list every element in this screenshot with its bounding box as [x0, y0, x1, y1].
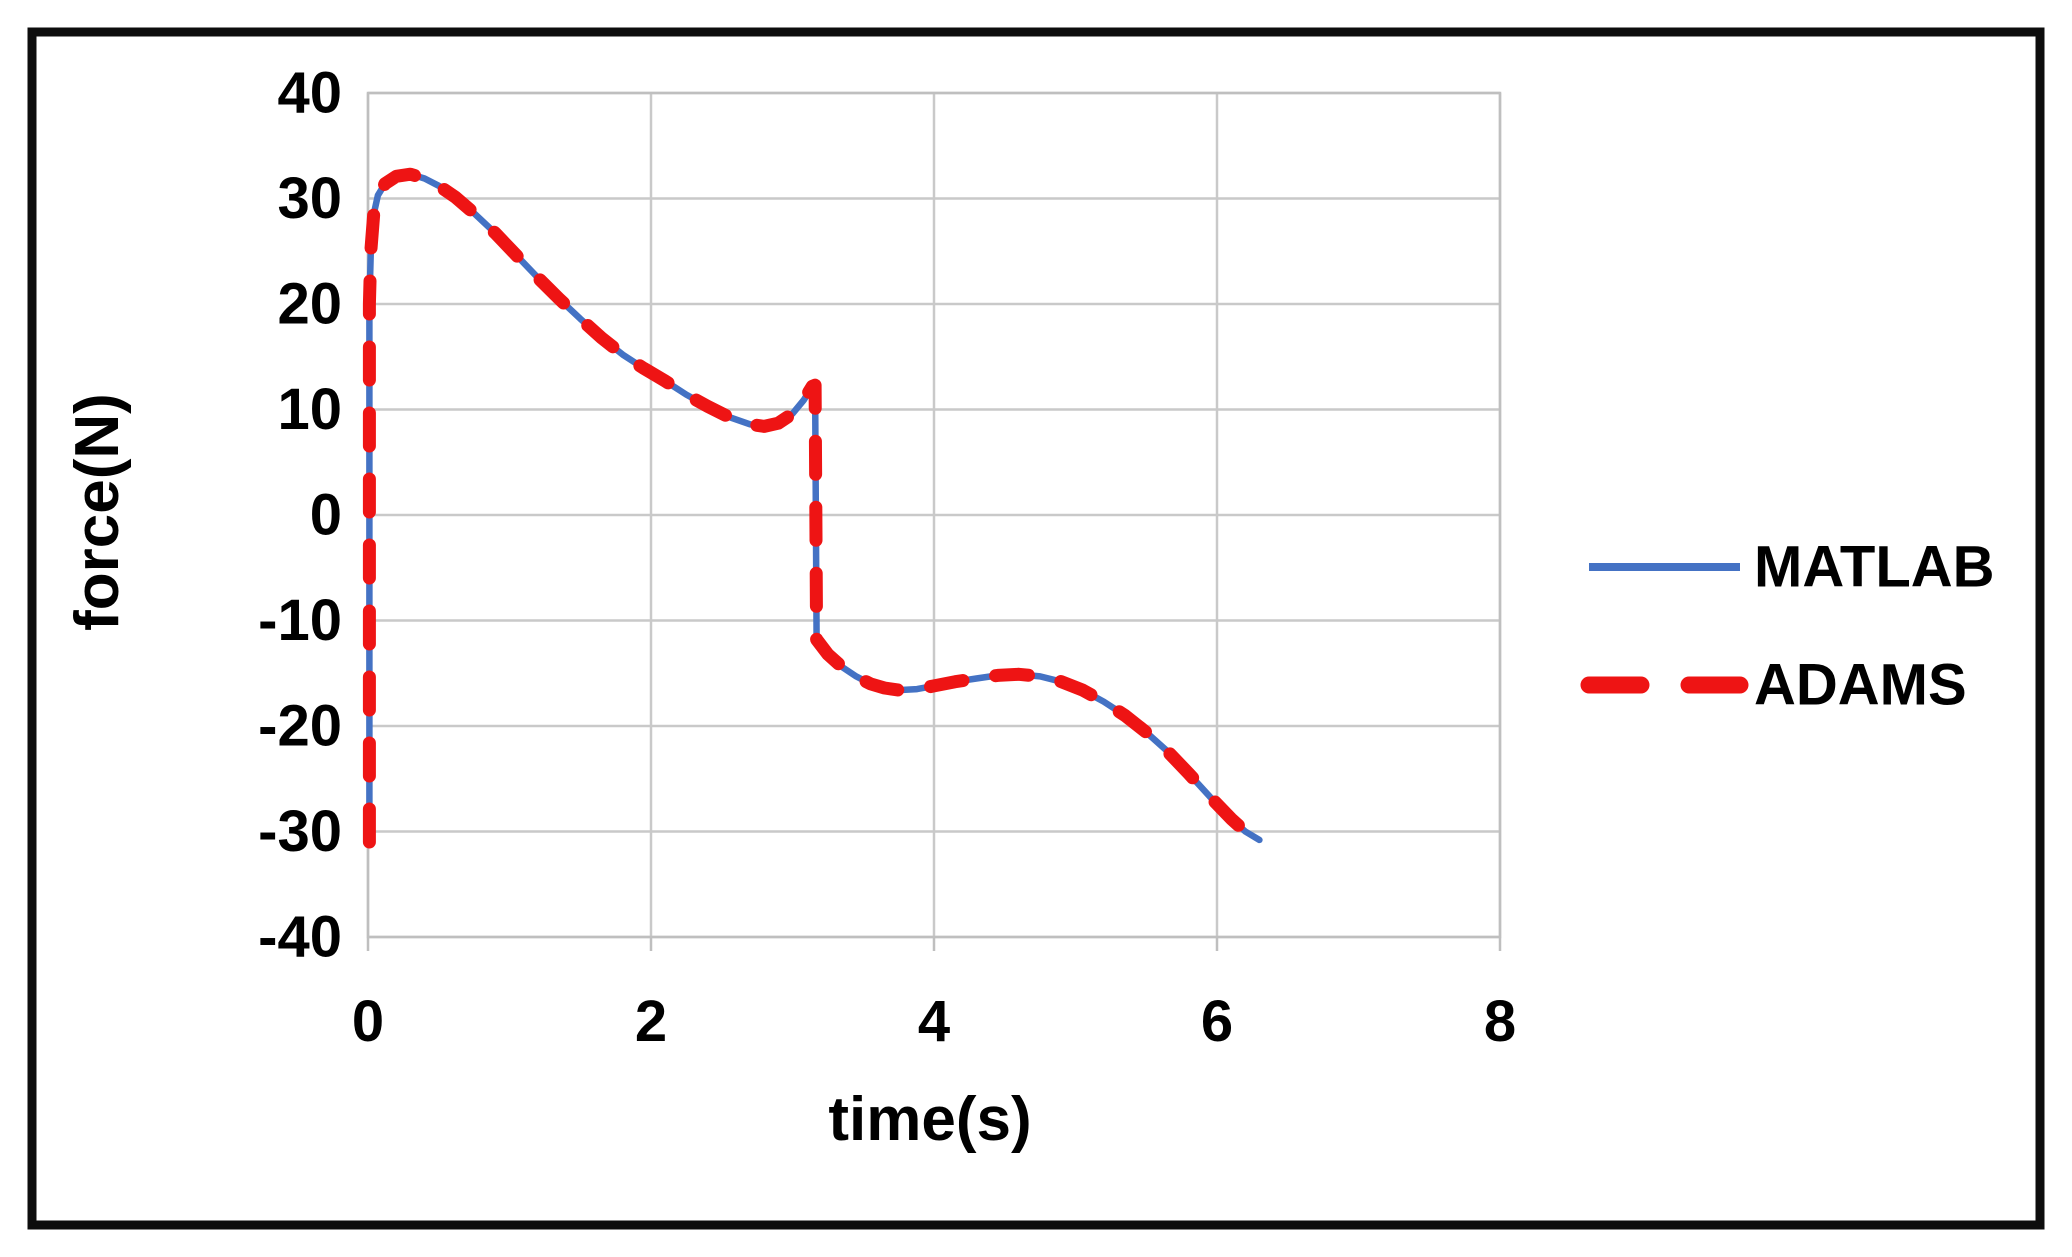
- x-axis-title: time(s): [828, 1085, 1031, 1154]
- y-tick-label: -20: [258, 694, 342, 759]
- y-tick-label: -10: [258, 588, 342, 653]
- y-tick-label: 20: [277, 272, 342, 337]
- x-tick-label: 0: [352, 989, 384, 1054]
- legend-item-matlab: MATLAB: [1589, 535, 1995, 600]
- x-tick-label: 4: [918, 989, 950, 1054]
- y-tick-label: -30: [258, 799, 342, 864]
- y-tick-label: 10: [277, 377, 342, 442]
- x-tick-label: 8: [1484, 989, 1516, 1054]
- series-lines: [362, 167, 1266, 849]
- x-tick-label: 2: [635, 989, 667, 1054]
- y-tick-label: -40: [258, 905, 342, 970]
- gridlines: [366, 91, 1502, 939]
- y-tick-label: 0: [310, 483, 342, 548]
- legend-item-adams: ADAMS: [1580, 653, 1967, 718]
- y-tick-label: 30: [277, 166, 342, 231]
- x-tick-label: 6: [1201, 989, 1233, 1054]
- legend: MATLAB ADAMS: [1580, 535, 1995, 718]
- figure-frame: [27, 27, 2045, 1230]
- y-axis-title: force(N): [63, 393, 132, 631]
- figure-border: [27, 27, 2045, 1230]
- legend-label-adams: ADAMS: [1754, 653, 1967, 718]
- y-tick-label: 40: [277, 61, 342, 126]
- axis-tick-marks: [366, 937, 1502, 951]
- tick-labels: 0 2 4 6 8 40 30 20 10 0 -10 -20 -30 -40: [258, 61, 1516, 1055]
- series-line-adams: [362, 167, 1266, 849]
- legend-label-matlab: MATLAB: [1754, 535, 1995, 600]
